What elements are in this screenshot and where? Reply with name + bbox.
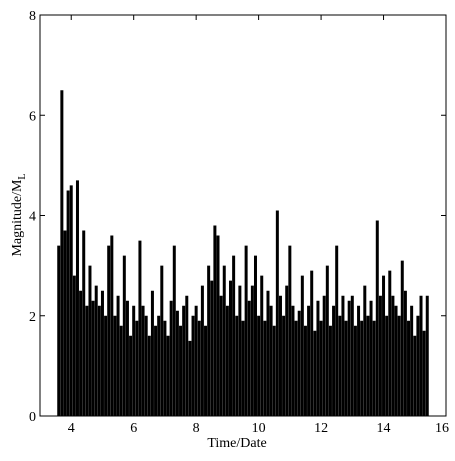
y-tick-label: 2 bbox=[29, 310, 36, 325]
x-axis-label: Time/Date bbox=[207, 436, 266, 451]
x-tick-label: 6 bbox=[130, 421, 137, 436]
y-tick-label: 4 bbox=[29, 210, 36, 225]
x-tick-label: 16 bbox=[435, 421, 449, 436]
y-tick-label: 0 bbox=[29, 410, 36, 425]
y-tick-label: 8 bbox=[29, 9, 36, 24]
y-axis-label-main: Magnitude/M bbox=[10, 179, 25, 257]
y-axis-label-sub: L bbox=[17, 173, 28, 179]
x-tick-label: 14 bbox=[377, 421, 391, 436]
x-tick-label: 8 bbox=[193, 421, 200, 436]
y-axis-label: Magnitude/ML bbox=[10, 173, 28, 256]
y-tick-label: 6 bbox=[29, 109, 36, 124]
x-tick-label: 10 bbox=[252, 421, 266, 436]
x-tick-label: 12 bbox=[314, 421, 328, 436]
x-tick-label: 4 bbox=[68, 421, 75, 436]
